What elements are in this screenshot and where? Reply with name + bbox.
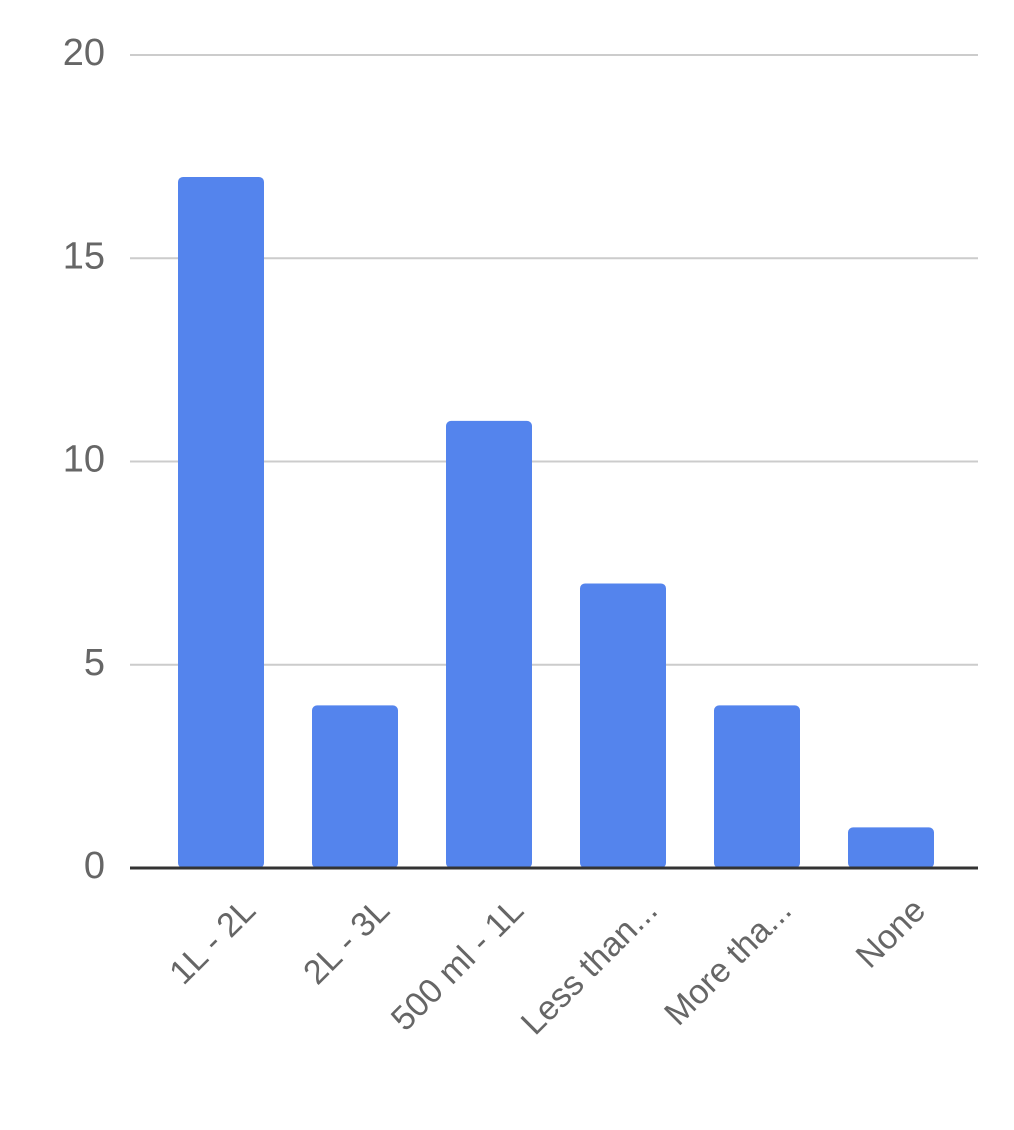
bar <box>446 420 532 868</box>
x-tick-label: 500 ml - 1L <box>384 891 531 1038</box>
x-tick-label: 2L - 3L <box>296 891 397 992</box>
x-tick-label: More tha... <box>657 891 799 1033</box>
y-tick-label: 0 <box>84 845 105 887</box>
bar <box>580 583 666 868</box>
bar <box>848 827 934 868</box>
y-tick-label: 20 <box>63 32 105 74</box>
x-tick-label: 1L - 2L <box>162 891 263 992</box>
y-tick-label: 5 <box>84 642 105 684</box>
y-tick-label: 10 <box>63 439 105 481</box>
bar <box>312 705 398 868</box>
x-tick-label: None <box>849 891 933 975</box>
x-tick-label: Less than... <box>514 891 665 1042</box>
bar <box>714 705 800 868</box>
y-tick-label: 15 <box>63 235 105 277</box>
bar <box>178 176 264 868</box>
